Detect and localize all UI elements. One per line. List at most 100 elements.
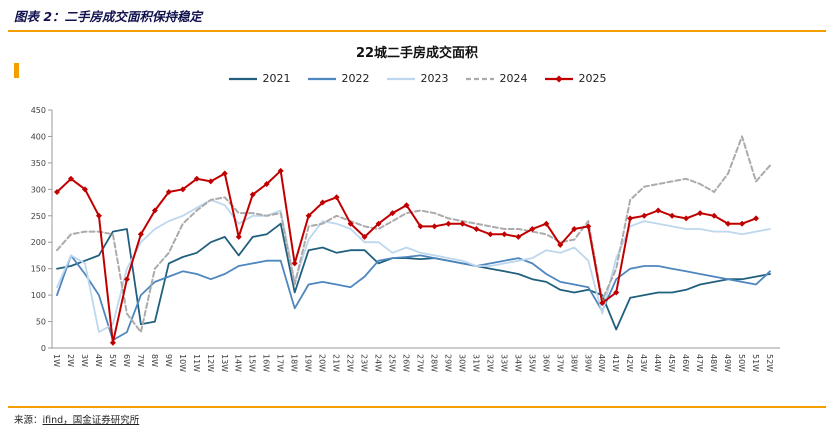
legend-item-2022: 2022	[307, 72, 370, 85]
legend-item-2023: 2023	[386, 72, 449, 85]
x-tick-label: 20W	[318, 354, 327, 372]
series-2025-marker	[753, 215, 760, 222]
x-tick-label: 8W	[150, 354, 159, 367]
series-2025-marker	[165, 188, 172, 195]
x-tick-label: 2W	[66, 354, 75, 367]
series-2025-marker	[529, 226, 536, 232]
series-2025-marker	[711, 212, 718, 219]
series-2025-marker	[585, 223, 592, 230]
y-tick-label: 200	[31, 238, 46, 247]
x-tick-label: 25W	[388, 354, 397, 372]
series-2025-marker	[207, 178, 214, 185]
series-2025-marker	[501, 231, 508, 238]
legend-label-2023: 2023	[420, 72, 449, 85]
series-2025-marker	[67, 175, 74, 182]
series-2025-marker	[361, 233, 368, 240]
x-tick-label: 44W	[653, 354, 662, 372]
series-2025-marker	[333, 194, 340, 201]
legend-swatch-2023	[386, 77, 415, 80]
legend-label-2022: 2022	[341, 72, 370, 85]
x-tick-label: 35W	[527, 354, 536, 372]
series-2025-marker	[445, 220, 452, 227]
x-tick-label: 36W	[541, 354, 550, 372]
x-tick-label: 28W	[429, 354, 438, 372]
series-2025-marker	[655, 207, 662, 214]
x-tick-label: 27W	[415, 354, 424, 372]
series-2025-marker	[459, 220, 466, 227]
y-tick-label: 450	[31, 106, 46, 115]
legend-swatch-2021	[228, 77, 257, 80]
series-2025-marker	[389, 210, 396, 217]
series-2025-marker	[123, 276, 130, 283]
x-tick-label: 42W	[625, 354, 634, 372]
x-tick-label: 12W	[206, 354, 215, 372]
y-tick-label: 250	[31, 212, 46, 221]
series-2025-marker	[599, 300, 606, 307]
series-2025-marker	[277, 167, 284, 174]
series-2025-marker	[487, 231, 494, 238]
x-tick-label: 17W	[276, 354, 285, 372]
x-tick-label: 15W	[248, 354, 257, 372]
x-tick-label: 31W	[471, 354, 480, 372]
series-2025-marker	[263, 181, 270, 188]
x-tick-label: 6W	[122, 354, 131, 367]
x-tick-label: 7W	[136, 354, 145, 367]
series-2025-marker	[515, 233, 522, 240]
x-tick-label: 51W	[751, 354, 760, 372]
x-tick-label: 50W	[737, 354, 746, 372]
series-2025-marker	[221, 170, 228, 177]
y-tick-label: 100	[31, 291, 46, 300]
series-2025-marker	[137, 231, 144, 238]
y-tick-label: 300	[31, 185, 46, 194]
y-tick-label: 150	[31, 265, 46, 274]
series-2025-marker	[473, 226, 480, 232]
legend-item-2025: 2025	[544, 72, 607, 85]
series-2025-marker	[291, 260, 298, 267]
series-2025-marker	[249, 191, 256, 198]
series-2025-marker	[571, 226, 578, 232]
series-2025-marker	[319, 199, 326, 206]
series-2025-marker	[683, 215, 690, 222]
legend-swatch-2024	[465, 77, 494, 80]
x-tick-label: 47W	[695, 354, 704, 372]
series-2025-marker	[81, 186, 88, 193]
series-2025-marker	[403, 202, 410, 209]
series-2022-line	[56, 254, 771, 341]
x-tick-label: 29W	[443, 354, 452, 372]
x-tick-label: 39W	[583, 354, 592, 372]
series-2025-marker	[95, 212, 102, 219]
x-tick-label: 40W	[597, 354, 606, 372]
figure-caption: 图表 2：二手房成交面积保持稳定	[14, 9, 203, 24]
legend-item-2021: 2021	[228, 72, 291, 85]
x-tick-label: 43W	[639, 354, 648, 372]
x-tick-label: 4W	[94, 354, 103, 367]
series-2025-marker	[431, 223, 438, 230]
x-tick-label: 26W	[402, 354, 411, 372]
series-2025-marker	[151, 207, 158, 214]
chart-title: 22城二手房成交面积	[355, 46, 479, 61]
series-2025-marker	[725, 220, 732, 227]
x-tick-label: 13W	[220, 354, 229, 372]
chart-legend: 2021 2022 2023 2024 2025	[0, 72, 834, 85]
series-2025-marker	[739, 220, 746, 227]
x-tick-label: 49W	[723, 354, 732, 372]
legend-swatch-2025	[544, 75, 573, 82]
accent-bar	[14, 63, 19, 78]
x-tick-label: 22W	[346, 354, 355, 372]
legend-swatch-2022	[307, 77, 336, 80]
x-tick-label: 23W	[360, 354, 369, 372]
x-tick-label: 45W	[667, 354, 676, 372]
footer-divider	[8, 406, 826, 408]
y-tick-label: 350	[31, 159, 46, 168]
series-2025-marker	[193, 175, 200, 182]
series-2021-line	[56, 222, 771, 331]
series-2024-line	[56, 135, 771, 334]
source-note: 来源：ifind，国金证券研究所	[14, 412, 139, 426]
series-2025-marker	[179, 186, 186, 193]
series-2025-marker	[375, 220, 382, 227]
y-tick-label: 400	[31, 132, 46, 141]
x-tick-label: 46W	[681, 354, 690, 372]
x-tick-label: 33W	[499, 354, 508, 372]
legend-label-2024: 2024	[499, 72, 528, 85]
